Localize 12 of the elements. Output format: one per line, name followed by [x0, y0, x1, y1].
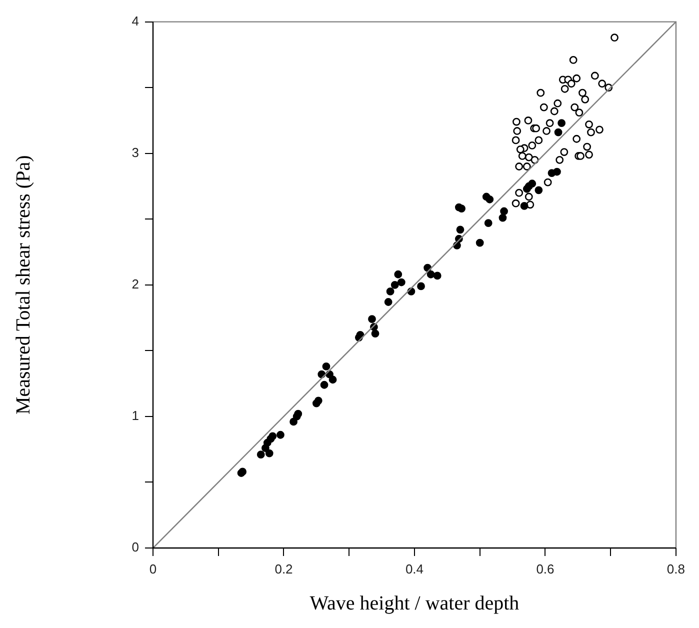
y-tick-label: 0	[132, 540, 139, 555]
y-axis-title: Measured Total shear stress (Pa)	[12, 155, 34, 415]
y-tick-label: 1	[132, 408, 139, 424]
x-tick-label: 0.4	[405, 561, 424, 576]
x-axis-title: Wave height / water depth	[310, 592, 520, 614]
x-tick-label: 0	[149, 561, 157, 576]
x-tick-label: 0.8	[666, 561, 686, 576]
x-tick-label: 0.2	[274, 561, 293, 576]
y-tick-label: 3	[132, 144, 139, 160]
x-tick-label: 0.6	[536, 561, 554, 576]
y-tick-label: 2	[132, 276, 139, 292]
y-tick-label: 4	[132, 13, 139, 28]
